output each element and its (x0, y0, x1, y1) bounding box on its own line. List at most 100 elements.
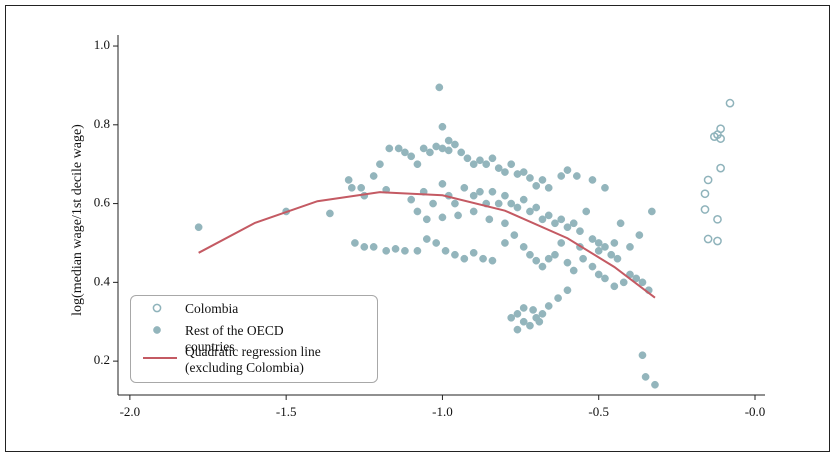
oecd-point (469, 191, 478, 200)
oecd-point (501, 239, 509, 247)
x-tick-label: -0.0 (745, 404, 766, 419)
oecd-point (401, 246, 409, 255)
oecd-point (413, 246, 422, 255)
oecd-point (638, 278, 647, 287)
oecd-point (369, 243, 378, 251)
oecd-point (529, 306, 537, 314)
oecd-point (532, 203, 541, 212)
x-tick-label: -0.5 (588, 404, 609, 419)
oecd-point (413, 160, 422, 169)
oecd-point (538, 176, 547, 184)
oecd-point (444, 136, 453, 145)
oecd-point (626, 243, 634, 251)
y-axis-label: log(median wage/1st decile wage) (70, 124, 85, 316)
oecd-point (401, 148, 409, 157)
oecd-point (557, 215, 566, 224)
oecd-point (438, 180, 447, 188)
legend-marker (153, 326, 161, 334)
oecd-point (554, 294, 562, 302)
oecd-point (519, 195, 528, 204)
x-tick-label: -1.5 (276, 404, 297, 419)
oecd-point (513, 310, 522, 318)
oecd-point (382, 246, 391, 255)
oecd-point (494, 199, 503, 208)
oecd-point (613, 254, 622, 263)
oecd-point (376, 160, 384, 169)
oecd-point (488, 154, 497, 163)
oecd-point (638, 351, 647, 360)
oecd-point (594, 270, 603, 279)
oecd-point (422, 235, 431, 243)
oecd-point (563, 166, 572, 174)
oecd-point (557, 172, 566, 180)
oecd-point (526, 174, 534, 182)
colombia-point (725, 98, 735, 108)
oecd-point (535, 317, 544, 326)
oecd-point (519, 168, 528, 176)
oecd-point (476, 187, 484, 196)
oecd-point (526, 207, 534, 216)
oecd-point (451, 199, 459, 208)
y-tick-label: 0.6 (94, 195, 111, 210)
legend: Colombia Rest of the OECD countries Quad… (130, 295, 378, 383)
oecd-point (641, 373, 650, 381)
oecd-point (407, 152, 416, 161)
oecd-point (351, 239, 359, 247)
frame (5, 5, 830, 452)
regression-line (198, 191, 656, 299)
oecd-point (419, 144, 428, 153)
oecd-point (413, 207, 422, 216)
oecd-point (194, 223, 203, 232)
oecd-point (479, 254, 487, 263)
oecd-point (476, 156, 484, 165)
oecd-point (494, 164, 503, 172)
oecd-point (357, 183, 366, 192)
oecd-point (651, 380, 659, 389)
oecd-point (507, 199, 516, 208)
oecd-point (432, 239, 441, 247)
oecd-point (601, 274, 609, 283)
oecd-point (526, 250, 534, 259)
oecd-point (519, 317, 528, 326)
oecd-point (441, 246, 450, 255)
colombia-point (716, 134, 725, 143)
oecd-point (544, 211, 553, 220)
oecd-point (326, 209, 334, 218)
oecd-point (451, 250, 459, 259)
oecd-point (563, 223, 572, 232)
oecd-point (360, 243, 369, 251)
oecd-point (526, 321, 534, 330)
oecd-point (532, 256, 541, 265)
y-tick-label: 0.8 (94, 116, 110, 131)
oecd-point (569, 219, 578, 228)
colombia-point (716, 163, 725, 173)
oecd-point (507, 160, 516, 169)
oecd-point (482, 160, 491, 169)
oecd-point (391, 245, 400, 253)
legend-marker (152, 303, 162, 313)
oecd-point (451, 140, 459, 149)
oecd-point (485, 215, 494, 224)
oecd-point (544, 302, 553, 310)
oecd-point (429, 199, 437, 208)
oecd-point (347, 183, 356, 192)
oecd-point (394, 144, 403, 153)
colombia-point (700, 205, 710, 214)
oecd-point (632, 274, 641, 283)
oecd-point (385, 144, 394, 153)
oecd-point (426, 148, 434, 157)
legend-markers (143, 303, 177, 359)
oecd-point (532, 182, 541, 190)
oecd-point (501, 191, 509, 200)
oecd-point (601, 243, 609, 251)
oecd-point (588, 176, 597, 184)
oecd-point (507, 313, 516, 322)
oecd-point (444, 146, 453, 155)
oecd-point (616, 219, 625, 228)
oecd-point (557, 239, 566, 247)
oecd-point (563, 286, 572, 295)
oecd-point (457, 148, 466, 157)
oecd-point (569, 266, 578, 275)
